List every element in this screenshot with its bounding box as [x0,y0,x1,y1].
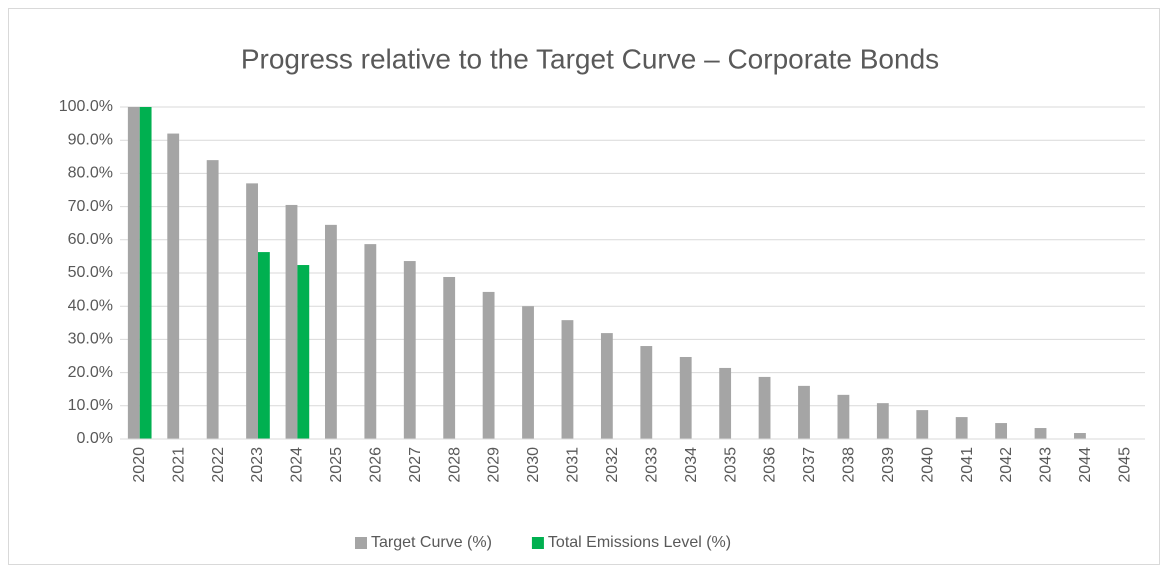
bar [403,261,416,439]
bar [758,376,771,439]
bar [325,224,337,439]
x-tick-label: 2021 [170,447,187,483]
legend-swatch [531,537,544,549]
x-tick-label: 2024 [289,447,306,483]
x-tick-label: 2027 [407,447,424,483]
x-tick-label: 2036 [762,447,779,483]
x-tick-label: 2044 [1077,447,1094,483]
legend-label: Total Emissions Level (%) [548,534,731,551]
x-tick-label: 2035 [722,447,739,483]
x-tick-label: 2026 [367,447,384,483]
x-tick-label: 2039 [880,447,897,483]
x-tick-label: 2040 [919,447,936,483]
bar [679,356,692,439]
y-tick-label: 10.0% [68,397,113,414]
bar [1034,428,1047,439]
x-tick-label: 2030 [525,447,542,483]
y-tick-label: 20.0% [68,364,113,381]
bar [955,417,968,439]
x-tick-label: 2020 [131,447,148,483]
x-tick-label: 2041 [959,447,976,483]
y-tick-label: 80.0% [68,165,113,182]
x-tick-label: 2032 [604,447,621,483]
x-tick-label: 2037 [801,447,818,483]
x-tick-label: 2023 [249,447,266,483]
bar [482,291,495,439]
bar [522,306,534,439]
x-tick-label: 2045 [1117,447,1134,483]
y-tick-label: 0.0% [77,430,113,447]
bar [139,107,152,439]
bar [995,423,1008,439]
bar [285,204,298,439]
x-tick-label: 2031 [565,447,582,483]
x-tick-label: 2029 [486,447,503,483]
bar [443,276,456,439]
x-tick-label: 2022 [210,447,227,483]
x-tick-label: 2042 [998,447,1015,483]
bar [206,160,219,439]
bar [167,133,180,439]
bar [876,403,889,439]
bar [246,183,258,439]
y-tick-label: 60.0% [68,231,113,248]
legend-label: Target Curve (%) [371,534,492,551]
chart-title: Progress relative to the Target Curve – … [241,43,939,74]
x-tick-label: 2038 [841,447,858,483]
legend-swatch [355,537,367,549]
y-tick-label: 40.0% [68,297,113,314]
y-tick-label: 50.0% [68,264,113,281]
x-tick-label: 2043 [1038,447,1055,483]
x-tick-label: 2025 [328,447,345,483]
bar [561,320,574,439]
bar [297,265,310,439]
y-tick-label: 90.0% [68,131,113,148]
bar [257,252,270,439]
y-tick-label: 100.0% [59,98,113,115]
bar [640,346,653,439]
x-tick-label: 2028 [446,447,463,483]
bar [837,394,850,439]
bar [1074,433,1086,439]
y-tick-label: 30.0% [68,331,113,348]
y-tick-label: 70.0% [68,198,113,215]
bar [719,367,732,439]
x-tick-label: 2033 [643,447,660,483]
bar [600,333,613,439]
bar [916,410,929,439]
chart-frame [8,8,1160,565]
bar [127,107,140,439]
x-tick-label: 2034 [683,447,700,483]
bar [798,385,810,439]
bar [364,244,377,439]
